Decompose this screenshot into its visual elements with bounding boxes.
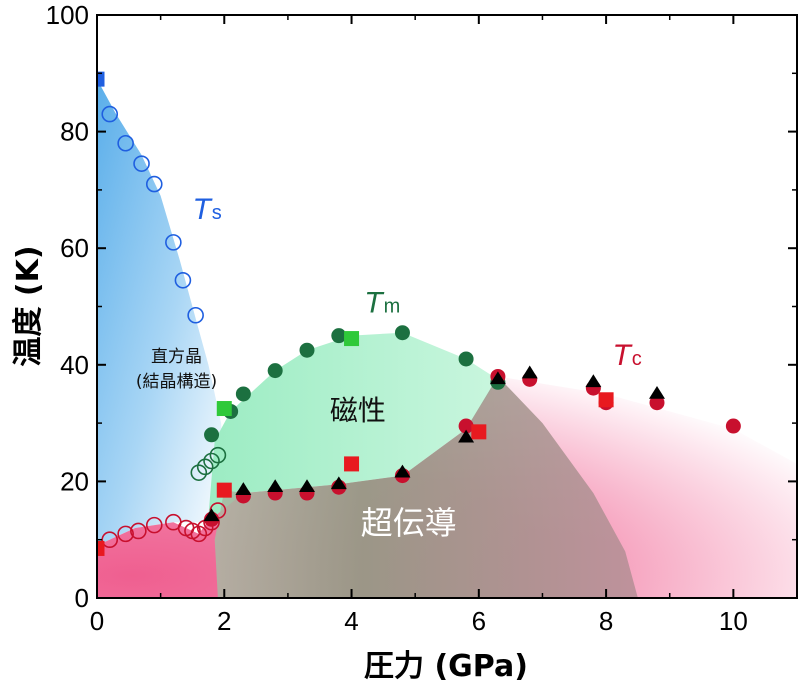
triangles-point — [521, 365, 538, 379]
tc_open-point — [145, 516, 163, 534]
y-axis-label: 温度 (K) — [11, 245, 46, 366]
tc_open-point — [117, 525, 134, 543]
orthorhombic-sublabel: (結晶構造) — [136, 372, 217, 392]
tm_square-point — [344, 331, 360, 347]
y-tick-label: 100 — [46, 0, 89, 30]
x-tick-label: 6 — [472, 606, 486, 636]
tc_square-point — [471, 424, 487, 440]
ts-series-label: Ts — [192, 193, 221, 226]
ts_open-point — [187, 306, 204, 324]
tm_filled-point — [331, 328, 347, 344]
tc_filled-point — [649, 395, 665, 411]
triangles-point — [299, 479, 315, 493]
tc_square-point — [216, 482, 232, 498]
y-tick-label: 20 — [60, 466, 89, 496]
tc_square-point — [344, 456, 360, 472]
triangles-point — [649, 385, 665, 399]
ts_open-point — [165, 234, 182, 251]
overlap-region — [214, 376, 638, 598]
tm-series-label: Tm — [364, 286, 400, 319]
tm_open-point — [196, 458, 214, 476]
tm_open-point — [190, 464, 208, 481]
x-tick-label: 10 — [719, 606, 748, 636]
tc_filled-point — [458, 418, 474, 434]
tm_filled-point — [267, 363, 283, 379]
tm_open-point — [209, 446, 227, 464]
x-tick-label: 2 — [217, 606, 231, 636]
orthorhombic-region — [97, 79, 225, 546]
tm_filled-point — [299, 342, 315, 358]
tm_filled-point — [235, 386, 251, 402]
triangles-point — [267, 479, 284, 493]
ts_open-point — [101, 105, 119, 123]
x-tick-label: 0 — [90, 606, 104, 636]
y-tick-label: 80 — [60, 117, 89, 147]
ts_open-point — [174, 271, 192, 289]
tc_square-point — [97, 540, 105, 556]
triangles-point — [458, 429, 475, 443]
y-tick-label: 40 — [60, 350, 89, 380]
magnetic-label: 磁性 — [330, 394, 386, 427]
triangles-point — [585, 374, 602, 388]
tc_square-point — [598, 392, 614, 408]
triangles-point — [489, 371, 506, 385]
triangles-point — [203, 508, 220, 522]
tc_open-point — [130, 522, 147, 540]
x-tick-label: 4 — [344, 606, 358, 636]
ts_open-point — [117, 134, 134, 152]
x-tick-label: 8 — [599, 606, 613, 636]
magnetic-region — [208, 332, 498, 517]
superconducting-label: 超伝導 — [361, 504, 457, 542]
y-tick-label: 0 — [75, 583, 89, 613]
triangles-point — [235, 482, 252, 495]
tc_open-point — [190, 525, 208, 543]
tm_filled-point — [204, 427, 220, 443]
triangles-point — [394, 464, 411, 478]
tm_filled-point — [394, 325, 410, 341]
ts_open-point — [145, 175, 163, 193]
ts_open-point — [133, 155, 150, 172]
triangles-point — [330, 476, 347, 490]
x-axis-label: 圧力 (GPa) — [364, 649, 528, 684]
tc_filled-point — [725, 418, 741, 434]
tm_square-point — [216, 401, 232, 417]
orthorhombic-label: 直方晶 — [151, 347, 202, 367]
tc-series-label: Tc — [612, 339, 641, 372]
tc_open-point — [101, 531, 119, 549]
tm_filled-point — [458, 351, 474, 367]
ts_square-point — [97, 71, 105, 87]
tm_open-point — [203, 452, 220, 470]
y-tick-label: 60 — [60, 233, 89, 263]
